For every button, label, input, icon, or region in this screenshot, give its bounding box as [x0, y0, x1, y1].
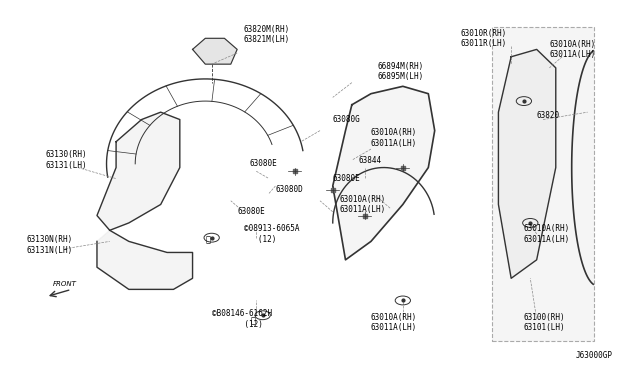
Polygon shape: [97, 112, 180, 230]
Text: 63080E: 63080E: [237, 207, 265, 217]
Text: J63000GP: J63000GP: [576, 350, 613, 359]
Text: 63130N(RH)
63131N(LH): 63130N(RH) 63131N(LH): [27, 235, 73, 255]
Text: Ⓐ: Ⓐ: [206, 235, 211, 244]
Text: 63010A(RH)
63011A(LH): 63010A(RH) 63011A(LH): [339, 195, 385, 214]
Text: 63010A(RH)
63011A(LH): 63010A(RH) 63011A(LH): [524, 224, 570, 244]
Text: 63080G: 63080G: [333, 115, 360, 124]
Polygon shape: [499, 49, 556, 278]
Text: FRONT: FRONT: [52, 281, 76, 287]
Polygon shape: [333, 86, 435, 260]
Text: 63010A(RH)
63011A(LH): 63010A(RH) 63011A(LH): [549, 40, 596, 59]
Text: 63010R(RH)
63011R(LH): 63010R(RH) 63011R(LH): [460, 29, 506, 48]
Text: 63080E: 63080E: [250, 159, 278, 169]
FancyBboxPatch shape: [492, 27, 594, 341]
Text: 63010A(RH)
63011A(LH): 63010A(RH) 63011A(LH): [371, 128, 417, 148]
Text: ©B08146-6162H
       (12): ©B08146-6162H (12): [212, 309, 272, 328]
Text: 63080E: 63080E: [333, 174, 360, 183]
Text: 63130(RH)
63131(LH): 63130(RH) 63131(LH): [46, 150, 88, 170]
Text: 63820M(RH)
63821M(LH): 63820M(RH) 63821M(LH): [244, 25, 290, 44]
Text: 66894M(RH)
66895M(LH): 66894M(RH) 66895M(LH): [378, 62, 424, 81]
Text: 63010A(RH)
63011A(LH): 63010A(RH) 63011A(LH): [371, 313, 417, 332]
Text: 63820: 63820: [537, 111, 560, 121]
Text: 63844: 63844: [358, 155, 381, 165]
Polygon shape: [97, 230, 193, 289]
Text: 63080D: 63080D: [275, 185, 303, 194]
Text: Ⓑ: Ⓑ: [251, 316, 255, 325]
Polygon shape: [193, 38, 237, 64]
Text: ©08913-6065A
   (12): ©08913-6065A (12): [244, 224, 299, 244]
Text: 63100(RH)
63101(LH): 63100(RH) 63101(LH): [524, 313, 566, 332]
